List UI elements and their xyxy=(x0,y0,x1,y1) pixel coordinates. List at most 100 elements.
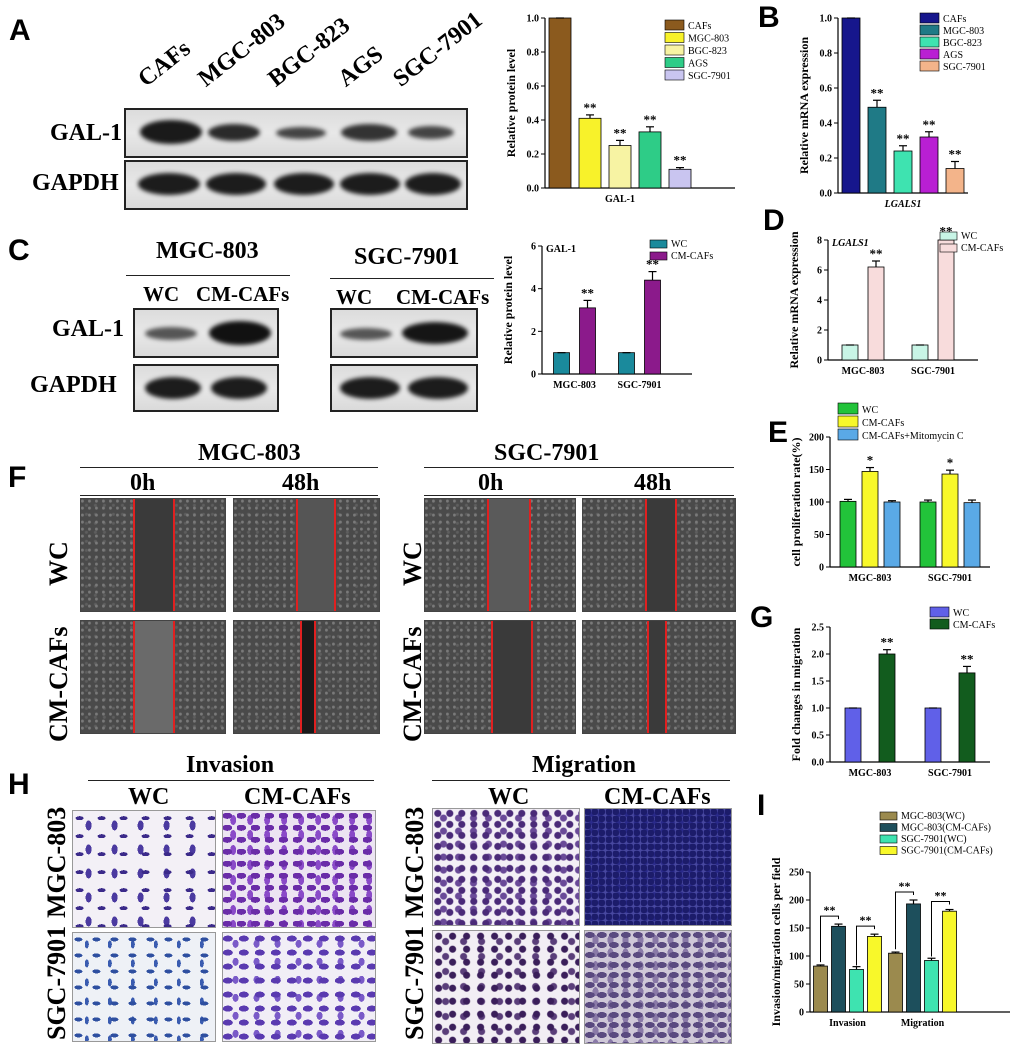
legend-label: CAFs xyxy=(943,14,966,25)
significance-label: ** xyxy=(935,889,947,903)
bar xyxy=(867,266,885,361)
x-axis-label: GAL-1 xyxy=(605,194,635,205)
blot-c-lane-label: WC xyxy=(336,285,373,309)
scratch-image xyxy=(233,498,380,612)
transwell-assay-label: Invasion xyxy=(186,752,275,778)
panel-label-g: G xyxy=(750,601,774,634)
y-tick-label: 0.0 xyxy=(820,189,833,200)
legend-swatch xyxy=(879,834,898,844)
panel-label-c: C xyxy=(8,234,30,267)
bar xyxy=(937,239,955,361)
legend-label: WC xyxy=(671,239,687,250)
chart-c: 0 2 4 6 Relative protein level ** MGC-803 ** SGC… xyxy=(501,239,713,391)
bar xyxy=(867,936,882,1013)
y-tick-label: 4 xyxy=(817,296,822,307)
blot-a-row-label: GAL-1 xyxy=(50,120,122,146)
bar xyxy=(924,960,939,1013)
y-tick-label: 150 xyxy=(789,924,804,935)
blot-c-row-label: GAPDH xyxy=(30,372,117,398)
bar xyxy=(945,168,965,194)
bar xyxy=(831,925,846,1013)
y-tick-label: 0.4 xyxy=(527,116,540,127)
legend-label: AGS xyxy=(943,50,963,61)
blot-c-mgc-gapdh xyxy=(133,364,279,412)
legend-swatch xyxy=(649,251,668,261)
blot-a-lane-label: CAFs xyxy=(133,35,196,93)
transwell-row-label: MGC-803 xyxy=(42,806,71,918)
transwell-assay-label: Migration xyxy=(532,752,636,778)
transwell-image xyxy=(584,808,732,926)
bar xyxy=(942,910,957,1013)
significance-label: ** xyxy=(644,112,657,127)
x-tick-label: Invasion xyxy=(829,1018,866,1029)
legend-label: WC xyxy=(862,405,878,416)
bar xyxy=(579,307,596,375)
y-tick-label: 100 xyxy=(789,952,804,963)
blot-a-gapdh xyxy=(124,160,468,210)
chart-inner-title: GAL-1 xyxy=(546,244,576,255)
significance-label: ** xyxy=(961,651,974,666)
bar xyxy=(963,502,981,568)
legend-swatch xyxy=(664,57,685,68)
bar xyxy=(958,672,976,763)
x-tick-label: MGC-803 xyxy=(842,366,885,377)
blot-a-gal1 xyxy=(124,108,468,158)
bar xyxy=(668,168,692,189)
legend-swatch xyxy=(879,811,898,821)
scratch-time-label: 0h xyxy=(130,470,156,496)
legend-label: CM-CAFs+Mitomycin C xyxy=(862,431,964,442)
significance-label: ** xyxy=(581,285,594,300)
y-tick-label: 0.6 xyxy=(820,84,833,95)
significance-label: * xyxy=(867,453,874,468)
y-axis-label: Relative protein level xyxy=(501,255,515,364)
y-tick-label: 0.8 xyxy=(527,48,540,59)
x-tick-label: SGC-7901 xyxy=(928,573,972,584)
y-tick-label: 0.0 xyxy=(527,184,540,195)
legend-label: SGC-7901 xyxy=(943,62,986,73)
panel-label-h: H xyxy=(8,768,30,801)
x-tick-label: MGC-803 xyxy=(849,768,892,779)
y-axis-label: cell proliferation rate(%) xyxy=(789,437,803,566)
bar xyxy=(638,131,662,189)
transwell-image xyxy=(72,810,216,928)
y-tick-label: 200 xyxy=(809,433,824,444)
y-tick-label: 0.0 xyxy=(812,758,825,769)
legend-label: SGC-7901(WC) xyxy=(901,834,967,845)
y-tick-label: 0.2 xyxy=(820,154,833,165)
y-axis-label: Relative mRNA expression xyxy=(797,37,811,174)
blot-a-lane-label: SGC-7901 xyxy=(388,6,488,93)
legend-swatch xyxy=(919,12,940,24)
panel-label-e: E xyxy=(768,416,789,449)
legend-swatch xyxy=(929,606,950,618)
y-tick-label: 0 xyxy=(799,1008,804,1019)
significance-label: ** xyxy=(897,131,910,146)
significance-bracket xyxy=(895,891,914,950)
bar xyxy=(608,145,632,189)
significance-label: ** xyxy=(899,879,911,893)
blot-c-group-label: SGC-7901 xyxy=(354,244,460,270)
transwell-image xyxy=(72,932,216,1042)
y-tick-label: 0.2 xyxy=(527,150,540,161)
chart-g: 0.0 0.5 1.0 1.5 2.0 2.5 Fold changes in migrat… xyxy=(789,606,995,779)
bar xyxy=(578,117,602,189)
scratch-row-label: WC xyxy=(44,541,73,586)
transwell-col-label: WC xyxy=(128,784,170,810)
legend-swatch xyxy=(879,846,898,855)
significance-label: ** xyxy=(584,100,597,115)
legend-swatch xyxy=(919,36,940,48)
legend-swatch xyxy=(919,60,940,72)
legend-label: MGC-803 xyxy=(943,26,984,37)
significance-label: ** xyxy=(614,125,627,140)
panel-label-i: I xyxy=(757,789,766,822)
y-tick-label: 0 xyxy=(817,356,822,367)
significance-label: * xyxy=(947,455,954,470)
y-axis-label: Invasion/migration cells per field xyxy=(769,857,783,1026)
y-tick-label: 0.6 xyxy=(527,82,540,93)
y-tick-label: 50 xyxy=(814,530,824,541)
chart-a: 0.0 0.2 0.4 0.6 0.8 1.0 Relative protein level… xyxy=(504,14,735,205)
legend-label: WC xyxy=(961,231,977,242)
transwell-image xyxy=(584,930,732,1044)
scratch-time-label: 0h xyxy=(478,470,504,496)
y-tick-label: 150 xyxy=(809,465,824,476)
blot-c-group-label: MGC-803 xyxy=(156,238,259,264)
